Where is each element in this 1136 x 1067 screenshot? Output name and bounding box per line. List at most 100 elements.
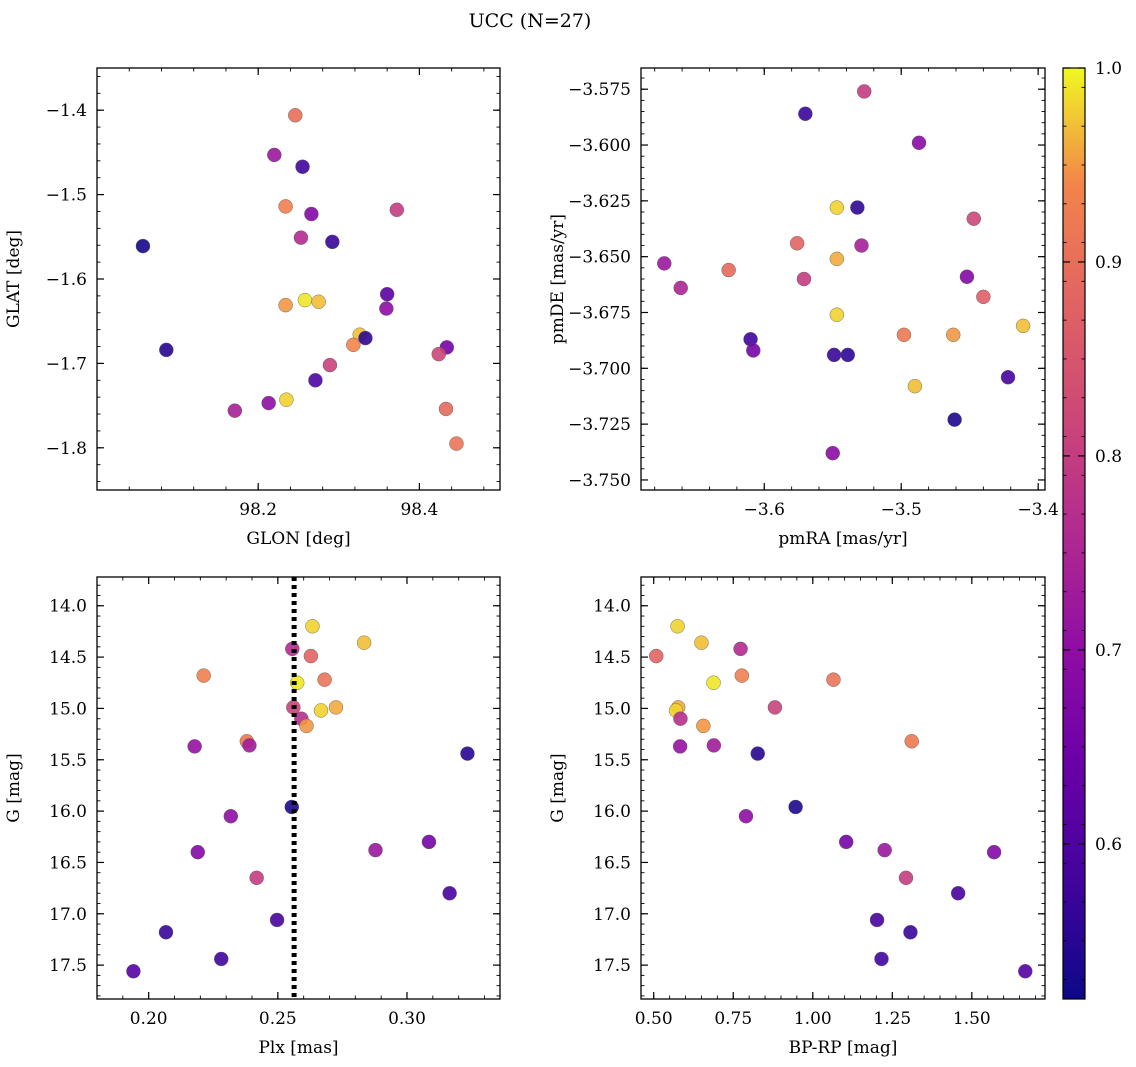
data-point: [325, 234, 340, 250]
data-point: [706, 675, 721, 690]
data-point: [829, 251, 845, 267]
data-point: [304, 206, 319, 222]
data-point: [368, 842, 383, 858]
data-point: [187, 739, 202, 754]
data-point: [946, 327, 961, 343]
y-tick-label: 17.5: [593, 956, 631, 976]
data-point: [196, 668, 211, 683]
data-point: [227, 403, 243, 418]
data-point: [308, 373, 323, 388]
y-axis-label: pmDE [mas/yr]: [548, 214, 568, 344]
scatter-panel-1: 98.2 98.4 −1.8 −1.7 −1.6 −1.5 −1.4 GLON [deg] GL…: [4, 67, 501, 549]
y-tick-label: 17.0: [49, 905, 87, 925]
data-point: [840, 347, 855, 363]
colorbar: 0.6 0.7 0.8 0.9 1.0: [1062, 59, 1122, 1000]
data-point: [389, 202, 405, 217]
data-point: [358, 330, 373, 346]
data-point: [328, 700, 344, 715]
data-point: [706, 738, 722, 753]
data-point: [322, 357, 338, 373]
data-point: [1015, 318, 1031, 334]
y-tick-label: −3.625: [568, 192, 631, 212]
panels: 98.2 98.4 −1.8 −1.7 −1.6 −1.5 −1.4 GLON [deg] GL…: [4, 67, 1059, 1058]
data-point: [826, 672, 841, 687]
data-point: [877, 842, 892, 858]
axes-frame: [640, 67, 1046, 491]
data-point: [305, 619, 320, 634]
axes-frame: [640, 576, 1046, 1000]
data-point: [947, 412, 962, 427]
y-axis-label: GLAT [deg]: [4, 230, 24, 328]
y-tick-label: −1.6: [46, 270, 87, 290]
data-point: [798, 106, 813, 121]
y-tick-label: −1.7: [46, 354, 87, 374]
data-point: [796, 271, 812, 287]
data-point: [269, 912, 285, 928]
y-tick-label: 16.0: [49, 802, 87, 822]
y-tick-label: 14.0: [593, 597, 631, 617]
data-point: [788, 799, 803, 815]
x-tick-label: 98.4: [400, 500, 438, 520]
x-axis-label: pmRA [mas/yr]: [778, 529, 907, 549]
y-tick-label: −1.4: [46, 101, 87, 121]
data-point: [278, 199, 293, 214]
x-tick-label: 0.50: [635, 1009, 673, 1029]
colorbar-gradient: [1062, 67, 1086, 1000]
data-point: [303, 648, 319, 664]
colorbar-tick-label: 0.9: [1095, 253, 1122, 273]
data-point: [311, 294, 326, 309]
data-point: [746, 343, 761, 358]
colorbar-tick-label: 0.8: [1095, 447, 1122, 467]
data-point: [261, 395, 276, 411]
colorbar-tick-label: 1.0: [1095, 59, 1122, 79]
y-tick-label: −3.650: [568, 248, 631, 268]
data-point: [299, 718, 314, 734]
data-point: [438, 401, 454, 417]
data-point: [190, 844, 205, 860]
data-point: [278, 297, 293, 313]
figure-title: UCC (N=27): [469, 10, 592, 32]
data-point: [904, 734, 919, 749]
y-tick-label: −1.5: [46, 186, 87, 206]
data-point: [850, 200, 865, 215]
data-point: [135, 238, 151, 254]
data-point: [126, 964, 141, 979]
y-tick-label: −3.725: [568, 415, 631, 435]
data-point: [279, 392, 294, 407]
data-point: [158, 925, 174, 940]
y-tick-label: 14.0: [49, 597, 87, 617]
data-point: [673, 711, 688, 726]
data-point: [721, 262, 736, 278]
data-point: [297, 292, 313, 308]
data-point: [657, 256, 672, 271]
data-point: [825, 445, 840, 461]
x-tick-label: 0.20: [130, 1009, 168, 1029]
data-point: [242, 738, 257, 753]
data-point: [829, 200, 845, 215]
x-tick-label: 0.75: [714, 1009, 752, 1029]
x-tick-label: −3.5: [881, 500, 922, 520]
scatter-panel-3: 0.20 0.25 0.30 14.0 14.5 15.0 15.5 16.0 16.5 17.0…: [4, 576, 501, 1058]
x-tick-label: 0.30: [388, 1009, 426, 1029]
data-point: [317, 672, 332, 687]
data-point: [896, 327, 912, 343]
y-tick-label: 15.0: [49, 699, 87, 719]
data-point: [293, 230, 309, 245]
data-point: [911, 135, 927, 150]
y-tick-label: 16.5: [49, 853, 87, 873]
data-point: [733, 641, 748, 657]
data-point: [670, 619, 685, 634]
data-point: [826, 347, 842, 363]
data-point: [379, 286, 395, 302]
y-tick-label: −1.8: [46, 439, 87, 459]
y-axis-label: G [mag]: [4, 753, 24, 822]
scatter-panel-4: 0.50 0.75 1.00 1.25 1.50 14.0 14.5 15.0 15.5 16.0…: [548, 576, 1046, 1058]
y-tick-label: −3.600: [568, 136, 631, 156]
y-tick-label: −3.700: [568, 359, 631, 379]
data-point: [1000, 370, 1016, 385]
axes-frame: [96, 576, 501, 1000]
y-tick-label: 16.0: [593, 802, 631, 822]
data-point: [838, 834, 854, 850]
data-point: [267, 147, 282, 163]
